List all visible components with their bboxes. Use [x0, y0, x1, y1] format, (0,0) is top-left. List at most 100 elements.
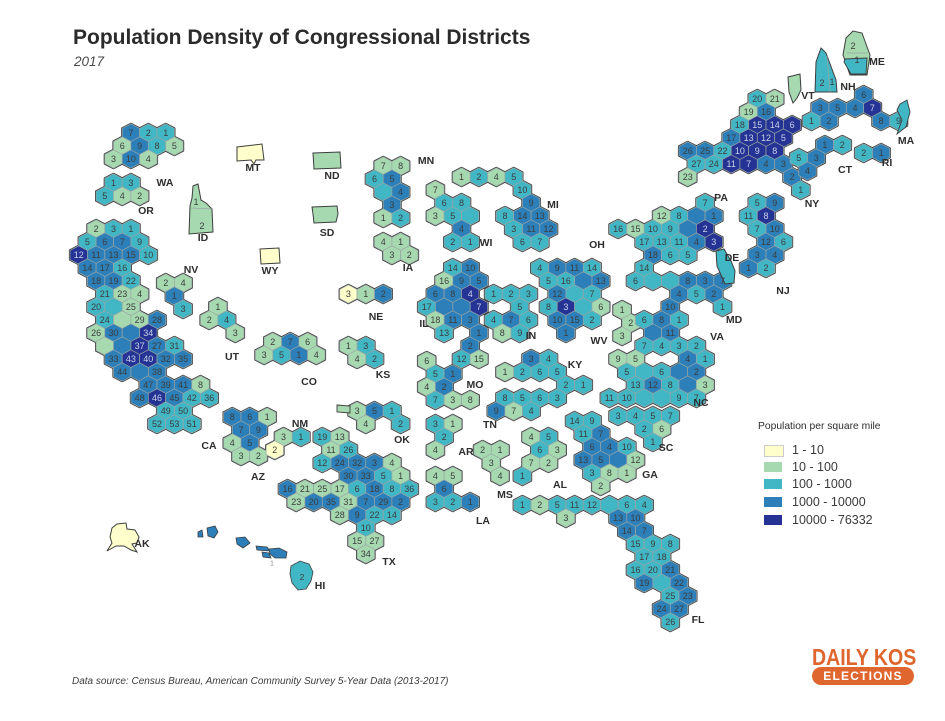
svg-text:1: 1: [703, 354, 708, 364]
svg-text:7: 7: [694, 393, 699, 403]
svg-text:SC: SC: [659, 442, 674, 454]
svg-text:2: 2: [199, 221, 204, 231]
svg-text:5: 5: [172, 141, 177, 151]
svg-text:1: 1: [809, 116, 814, 126]
svg-text:ID: ID: [198, 232, 209, 244]
svg-text:25: 25: [126, 302, 136, 312]
svg-text:1: 1: [398, 237, 403, 247]
svg-text:2: 2: [407, 250, 412, 260]
svg-text:8: 8: [546, 302, 551, 312]
svg-text:13: 13: [630, 380, 640, 390]
svg-text:8: 8: [879, 116, 884, 126]
svg-text:1: 1: [389, 406, 394, 416]
svg-text:6: 6: [537, 393, 542, 403]
svg-text:8: 8: [459, 198, 464, 208]
svg-text:53: 53: [169, 419, 179, 429]
svg-text:23: 23: [683, 172, 693, 182]
svg-text:1: 1: [193, 197, 198, 207]
svg-text:7: 7: [508, 315, 513, 325]
svg-text:3: 3: [555, 393, 560, 403]
svg-text:15: 15: [630, 224, 640, 234]
svg-text:3: 3: [181, 304, 186, 314]
svg-text:3: 3: [589, 468, 594, 478]
svg-text:6: 6: [247, 412, 252, 422]
svg-text:11: 11: [605, 393, 614, 403]
svg-text:6: 6: [624, 500, 629, 510]
svg-text:WV: WV: [591, 335, 608, 347]
svg-text:25: 25: [665, 591, 675, 601]
svg-text:15: 15: [752, 120, 762, 130]
svg-text:1: 1: [450, 369, 455, 379]
svg-text:18: 18: [369, 484, 379, 494]
svg-text:12: 12: [543, 224, 553, 234]
svg-text:4: 4: [676, 289, 681, 299]
svg-text:4: 4: [529, 406, 534, 416]
svg-text:1: 1: [520, 500, 525, 510]
svg-text:GA: GA: [642, 469, 658, 481]
svg-text:3: 3: [526, 289, 531, 299]
svg-text:ND: ND: [324, 170, 340, 182]
svg-text:3: 3: [529, 354, 534, 364]
svg-text:4: 4: [633, 411, 638, 421]
svg-text:8: 8: [668, 380, 673, 390]
svg-text:TX: TX: [382, 556, 395, 568]
svg-text:IL: IL: [419, 318, 429, 330]
svg-text:16: 16: [630, 565, 640, 575]
svg-text:40: 40: [143, 354, 153, 364]
svg-text:4: 4: [381, 237, 386, 247]
svg-text:1: 1: [163, 128, 168, 138]
svg-text:42: 42: [187, 393, 197, 403]
svg-text:DE: DE: [725, 252, 740, 264]
svg-text:1: 1: [215, 302, 220, 312]
svg-text:7: 7: [870, 103, 875, 113]
svg-text:6: 6: [442, 198, 447, 208]
svg-text:9: 9: [459, 276, 464, 286]
svg-text:6: 6: [861, 90, 866, 100]
svg-text:3: 3: [620, 331, 625, 341]
svg-text:19: 19: [108, 276, 118, 286]
svg-text:12: 12: [74, 250, 84, 260]
svg-text:2: 2: [763, 263, 768, 273]
svg-text:7: 7: [288, 337, 293, 347]
svg-text:28: 28: [335, 510, 345, 520]
svg-text:5: 5: [279, 350, 284, 360]
svg-text:14: 14: [622, 526, 632, 536]
svg-text:11: 11: [579, 429, 588, 439]
svg-text:5: 5: [781, 133, 786, 143]
svg-text:VA: VA: [710, 331, 724, 343]
svg-text:47: 47: [143, 380, 153, 390]
svg-text:1: 1: [502, 367, 507, 377]
svg-text:35: 35: [178, 354, 188, 364]
svg-text:14: 14: [770, 120, 780, 130]
svg-text:4: 4: [497, 471, 502, 481]
svg-text:7: 7: [642, 341, 647, 351]
svg-text:OR: OR: [138, 205, 154, 217]
svg-text:9: 9: [896, 116, 901, 126]
svg-text:11: 11: [570, 263, 579, 273]
svg-text:13: 13: [335, 432, 345, 442]
svg-text:4: 4: [389, 458, 394, 468]
svg-text:14: 14: [639, 263, 649, 273]
svg-text:4: 4: [659, 341, 664, 351]
svg-text:32: 32: [161, 354, 171, 364]
svg-text:36: 36: [404, 484, 414, 494]
svg-text:7: 7: [529, 458, 534, 468]
svg-text:MA: MA: [898, 135, 915, 147]
svg-text:NV: NV: [184, 264, 199, 276]
svg-text:3: 3: [468, 315, 473, 325]
svg-text:10: 10: [552, 315, 562, 325]
svg-text:2: 2: [508, 289, 513, 299]
svg-text:4: 4: [529, 432, 534, 442]
svg-text:NM: NM: [292, 418, 309, 430]
svg-text:3: 3: [363, 341, 368, 351]
svg-text:2: 2: [137, 191, 142, 201]
svg-text:2: 2: [163, 278, 168, 288]
svg-text:11: 11: [526, 224, 535, 234]
svg-text:1: 1: [822, 140, 827, 150]
svg-text:4: 4: [433, 445, 438, 455]
svg-text:4: 4: [146, 154, 151, 164]
svg-text:5: 5: [520, 393, 525, 403]
svg-text:6: 6: [355, 484, 360, 494]
svg-text:AL: AL: [553, 479, 568, 491]
svg-text:3: 3: [281, 432, 286, 442]
